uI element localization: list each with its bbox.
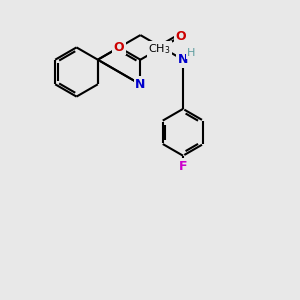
Text: CH$_3$: CH$_3$: [148, 42, 171, 56]
Text: N: N: [135, 78, 146, 91]
Text: O: O: [176, 30, 186, 43]
Text: H: H: [187, 48, 196, 58]
Text: N: N: [114, 41, 124, 54]
Text: N: N: [178, 53, 188, 66]
Text: F: F: [179, 160, 187, 173]
Text: O: O: [114, 41, 124, 54]
